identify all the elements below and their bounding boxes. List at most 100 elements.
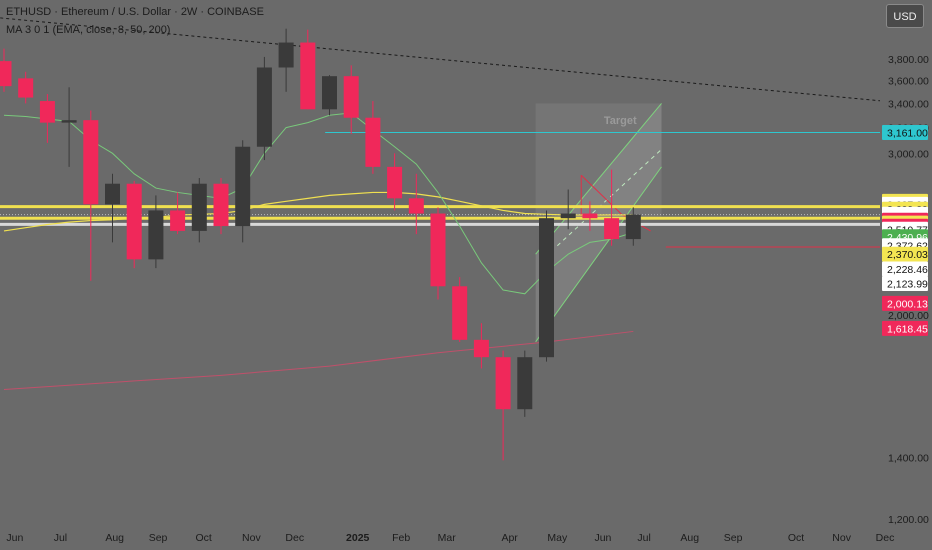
ema-8-line — [3, 112, 634, 295]
candle-body — [0, 61, 12, 87]
y-tick-label: 3,400.00 — [888, 98, 929, 110]
candle — [387, 153, 403, 211]
x-tick-label: Aug — [105, 532, 124, 544]
candle-body — [191, 183, 207, 231]
candle-body — [170, 210, 186, 231]
candle — [256, 56, 272, 161]
candle — [18, 71, 34, 104]
candle — [625, 207, 641, 246]
candle-body — [18, 78, 34, 98]
candle-body — [322, 76, 337, 110]
candle-body — [539, 218, 554, 358]
x-tick-label: Dec — [285, 532, 304, 544]
x-tick-label: Nov — [242, 532, 261, 544]
y-tick-label: 3,800.00 — [888, 54, 929, 66]
price-tag-label: 1,618.45 — [887, 323, 928, 335]
y-tick-label: 1,200.00 — [888, 514, 929, 526]
candle — [495, 350, 511, 461]
candle-body — [604, 218, 620, 240]
price-tag — [882, 124, 928, 140]
x-tick-label: 2025 — [346, 532, 370, 544]
indicator-legend[interactable]: MA 3 0 1 (EMA, close, 8, 50, 200) — [6, 24, 171, 36]
price-tag — [882, 276, 928, 292]
candle — [191, 178, 207, 243]
candle — [517, 350, 533, 417]
candle-body — [387, 166, 403, 199]
price-tag — [882, 261, 928, 277]
ema-200-line — [3, 330, 634, 391]
price-tag — [882, 246, 928, 262]
price-tag-label: 2,370.03 — [887, 249, 928, 261]
price-tag-label: 2,000.13 — [887, 298, 928, 310]
candle-body — [235, 146, 251, 227]
candle — [105, 173, 120, 243]
candle — [148, 195, 164, 269]
x-tick-label: Jun — [6, 532, 23, 544]
price-tag — [882, 320, 928, 336]
candle — [343, 65, 359, 134]
candle — [365, 101, 381, 174]
x-tick-label: Sep — [149, 532, 168, 544]
candle — [39, 94, 55, 143]
candle — [126, 180, 142, 269]
x-tick-label: Jul — [637, 532, 650, 544]
y-tick-label: 3,600.00 — [888, 76, 929, 88]
candle-body — [408, 198, 424, 214]
plot-area: Target — [0, 17, 880, 461]
candle-body — [343, 76, 359, 118]
candle-body — [256, 67, 272, 147]
x-tick-label: Mar — [438, 532, 457, 544]
time-axis — [0, 526, 880, 550]
candle — [430, 207, 446, 300]
candle-body — [300, 42, 316, 110]
candle — [473, 323, 489, 369]
candle — [604, 169, 620, 246]
candle — [560, 189, 576, 230]
symbol-title[interactable]: ETHUSD · Ethereum / U.S. Dollar · 2W · C… — [6, 6, 264, 18]
x-tick-label: Feb — [392, 532, 410, 544]
x-tick-label: Oct — [195, 532, 211, 544]
candle-body — [495, 357, 511, 410]
x-tick-label: Dec — [876, 532, 895, 544]
candle — [61, 87, 77, 167]
trendline — [0, 17, 880, 102]
candle — [322, 75, 337, 116]
x-tick-label: Jul — [54, 532, 67, 544]
y-tick-label: 3,000.00 — [888, 148, 929, 160]
candle-body — [83, 120, 99, 205]
target-label: Target — [604, 115, 637, 127]
candle — [0, 48, 12, 92]
candle — [235, 140, 251, 243]
candle — [539, 210, 554, 362]
candle-body — [213, 183, 229, 227]
price-tag-label: 2,228.46 — [887, 264, 928, 276]
projection-channel — [535, 103, 662, 342]
candle-body — [582, 213, 598, 219]
candle-body — [517, 357, 533, 410]
candle-body — [148, 210, 164, 260]
currency-button[interactable]: USD — [886, 4, 924, 28]
candle-body — [430, 213, 446, 287]
candle — [452, 277, 468, 342]
candle — [278, 28, 294, 92]
channel-lower-line — [535, 166, 662, 343]
price-tag — [882, 295, 928, 311]
x-tick-label: Aug — [680, 532, 699, 544]
y-tick-label: 1,400.00 — [888, 452, 929, 464]
candle-body — [560, 213, 576, 219]
candle-body — [473, 339, 489, 358]
candle — [83, 110, 99, 281]
candle-body — [39, 101, 55, 123]
y-tick-label: 2,000.00 — [888, 310, 929, 322]
price-tag-label: 3,161.00 — [887, 127, 928, 139]
x-tick-label: Nov — [832, 532, 851, 544]
channel-upper-line — [535, 103, 662, 255]
candle — [300, 29, 316, 110]
candle-body — [365, 117, 381, 167]
x-tick-label: Sep — [724, 532, 743, 544]
candle — [213, 178, 229, 235]
candle-body — [452, 286, 468, 340]
candle — [408, 173, 424, 235]
